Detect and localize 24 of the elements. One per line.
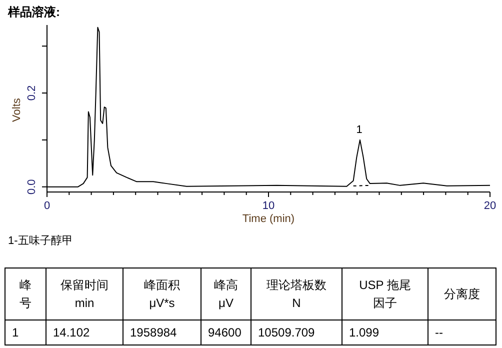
text: 1-五味子醇甲 [8,234,73,247]
text: 10509.709 [258,326,316,340]
text: 理论塔板数 N [266,278,326,310]
text: 1958984 [130,326,178,340]
text: 1 [12,326,19,340]
x-axis-title: Time (min) [242,213,295,225]
text: 14.102 [53,326,90,340]
text: 分离度 [444,287,480,301]
text: 保留时间 min [60,278,108,310]
text: 峰面积 μV*s [144,278,180,310]
text: 94600 [208,326,242,340]
y-tick-label: 0.0 [26,179,38,194]
y-axis-title: Volts [11,98,23,122]
text: -- [435,326,443,340]
text: 1.099 [349,326,380,340]
title: 样品溶液: [8,5,60,19]
y-tick-label: 0.2 [26,85,38,101]
x-tick-label: 20 [484,200,496,212]
text: 峰号 [20,278,32,310]
x-tick-label: 10 [262,200,275,212]
text: 峰高 μV [214,278,238,310]
annotation: 1 [356,124,362,136]
x-tick-label: 0 [44,200,50,212]
text: USP 拖尾因子 [359,278,411,310]
